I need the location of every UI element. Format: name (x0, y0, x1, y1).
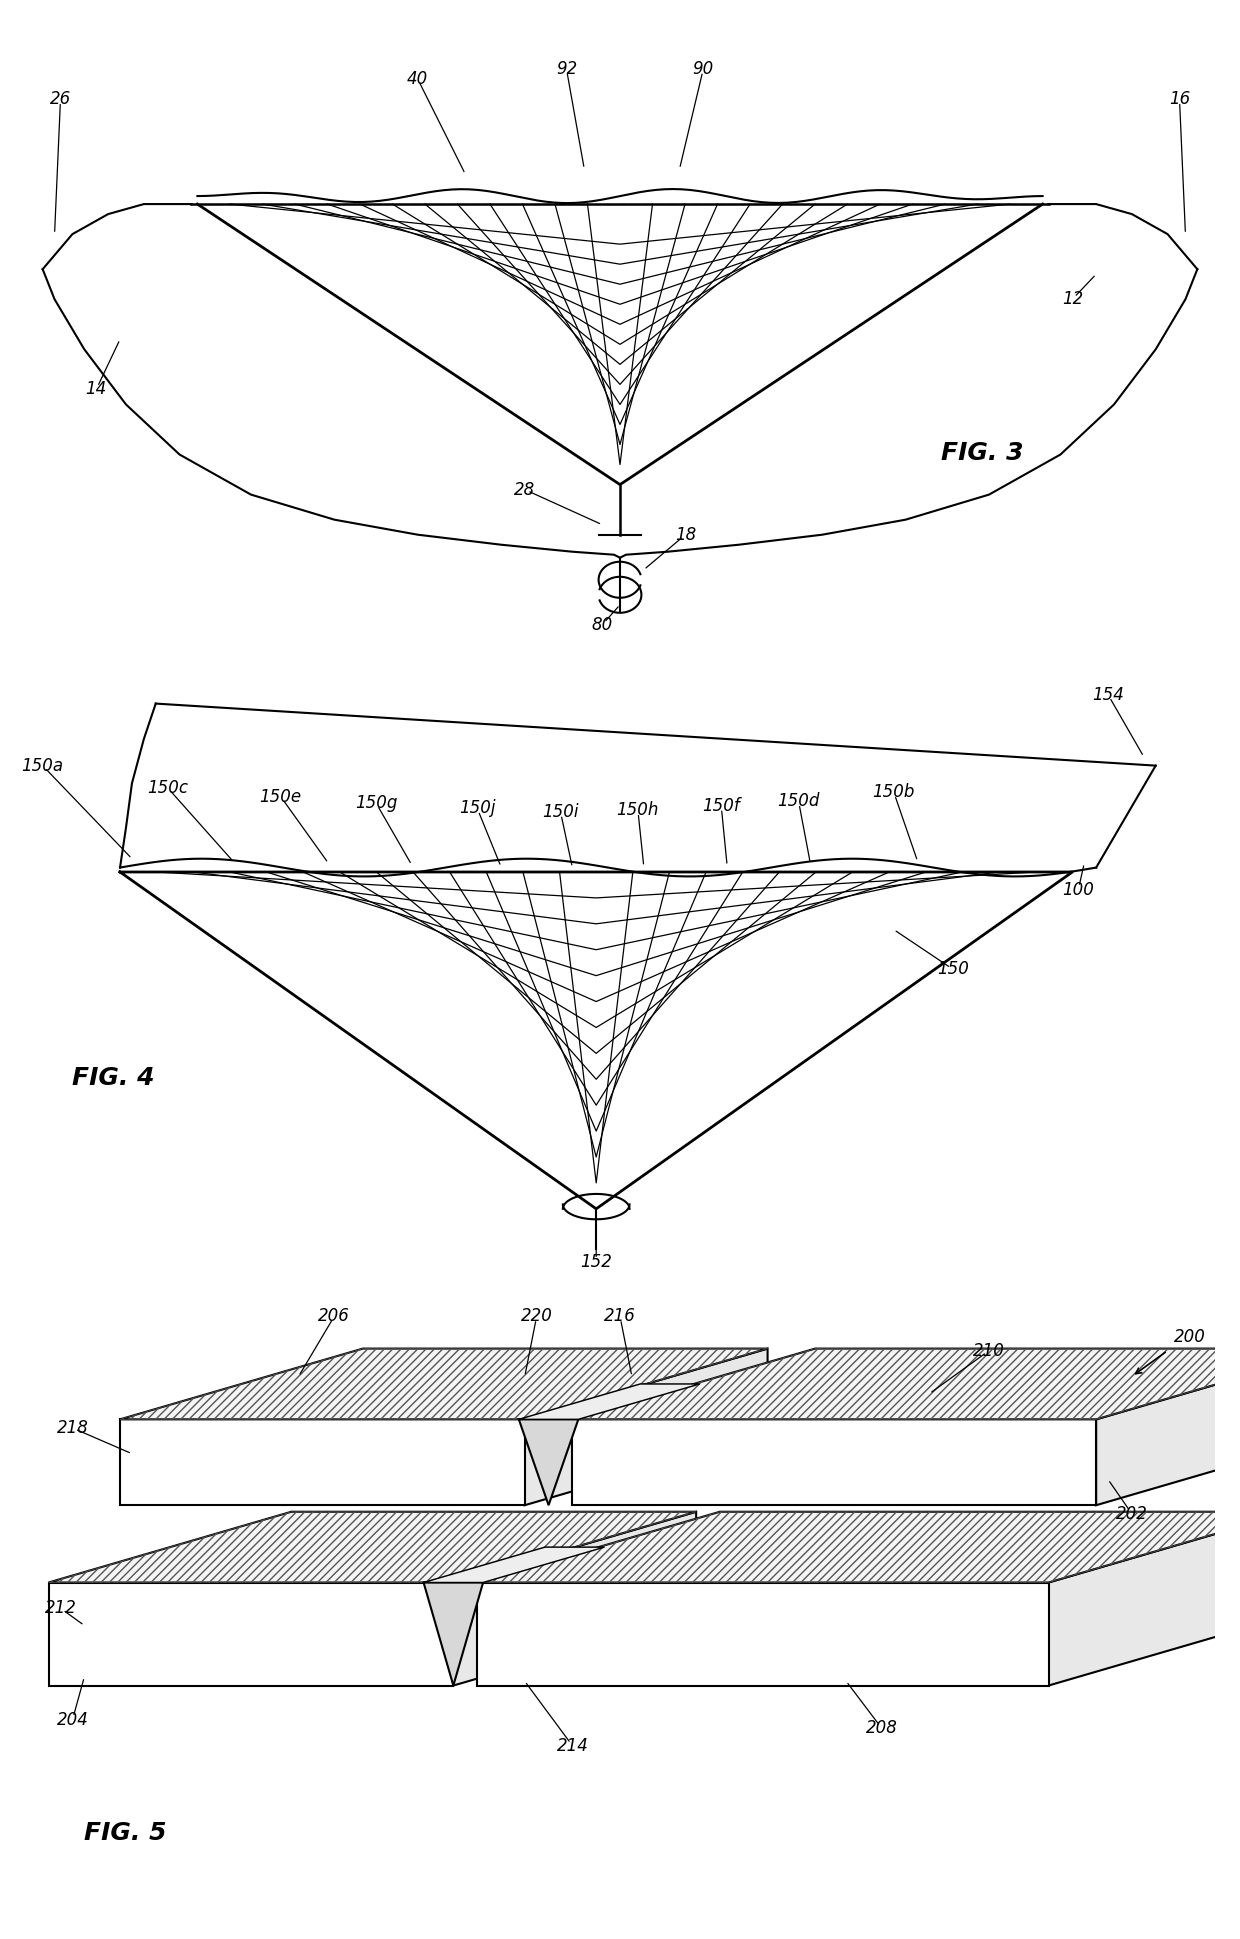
Polygon shape (48, 1582, 454, 1685)
Text: 150b: 150b (873, 783, 915, 801)
Polygon shape (573, 1419, 1096, 1505)
Polygon shape (1049, 1512, 1240, 1685)
Text: 40: 40 (407, 70, 428, 87)
Text: 92: 92 (556, 60, 577, 78)
Polygon shape (518, 1419, 578, 1505)
Text: 14: 14 (86, 380, 107, 397)
Polygon shape (454, 1512, 696, 1685)
Polygon shape (477, 1582, 1049, 1685)
Polygon shape (120, 1419, 525, 1505)
Text: 214: 214 (557, 1737, 588, 1755)
Text: 12: 12 (1061, 291, 1083, 308)
Polygon shape (120, 1350, 768, 1419)
Text: 210: 210 (973, 1342, 1004, 1359)
Text: 208: 208 (866, 1720, 898, 1737)
Text: 150g: 150g (355, 793, 397, 812)
Text: 18: 18 (675, 525, 696, 543)
Polygon shape (1096, 1350, 1240, 1505)
Text: 150i: 150i (542, 803, 579, 820)
Polygon shape (477, 1512, 1240, 1582)
Text: 200: 200 (1173, 1328, 1205, 1346)
Text: 150a: 150a (21, 756, 63, 774)
Text: FIG. 5: FIG. 5 (84, 1821, 167, 1846)
Text: 80: 80 (591, 617, 613, 634)
Text: 150: 150 (937, 960, 970, 979)
Text: 204: 204 (57, 1710, 88, 1730)
Text: 212: 212 (45, 1600, 77, 1617)
Text: 216: 216 (604, 1307, 636, 1324)
Text: 150h: 150h (616, 801, 658, 818)
Polygon shape (424, 1582, 484, 1685)
Text: 28: 28 (515, 481, 536, 498)
Text: FIG. 3: FIG. 3 (941, 440, 1024, 465)
Polygon shape (518, 1384, 699, 1419)
Polygon shape (573, 1350, 1240, 1419)
Text: 150d: 150d (777, 793, 820, 811)
Text: 16: 16 (1169, 89, 1190, 109)
Text: 150f: 150f (702, 797, 740, 814)
Text: 220: 220 (521, 1307, 553, 1324)
Text: 152: 152 (580, 1253, 613, 1270)
Text: 202: 202 (1116, 1505, 1148, 1522)
Text: 26: 26 (50, 89, 71, 109)
Polygon shape (525, 1350, 768, 1505)
Text: 90: 90 (693, 60, 714, 78)
Text: 150e: 150e (259, 787, 301, 805)
Text: 206: 206 (319, 1307, 350, 1324)
Text: 218: 218 (57, 1419, 88, 1437)
Text: FIG. 4: FIG. 4 (72, 1066, 155, 1090)
Text: 150j: 150j (459, 799, 496, 816)
Polygon shape (48, 1512, 696, 1582)
Polygon shape (424, 1547, 605, 1582)
Text: 154: 154 (1092, 686, 1123, 704)
Text: 100: 100 (1063, 880, 1094, 898)
Text: 150c: 150c (148, 779, 188, 797)
